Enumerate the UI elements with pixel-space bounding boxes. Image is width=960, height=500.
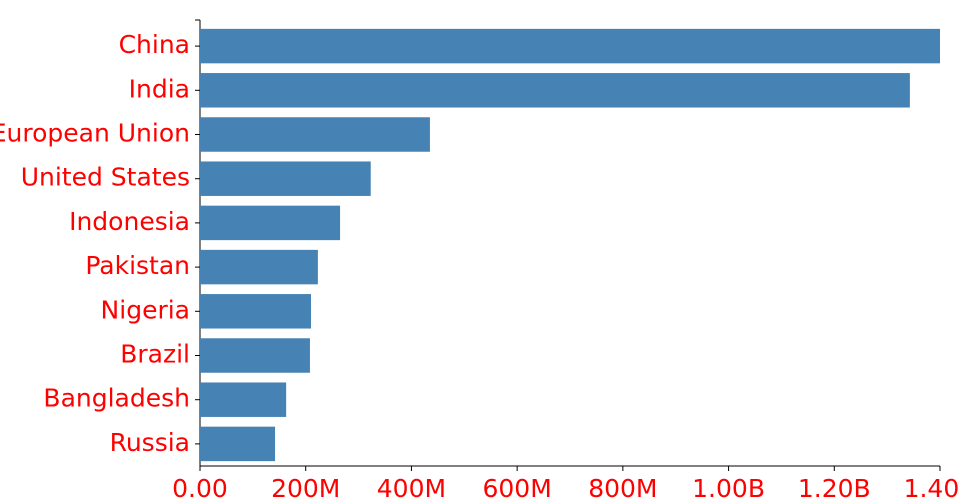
y-tick-label: China (119, 30, 190, 59)
y-tick-label: United States (21, 163, 190, 192)
y-tick-label: Russia (110, 428, 190, 457)
bar (200, 249, 318, 285)
bar (200, 338, 310, 373)
x-tick-label: 1.00B (692, 474, 765, 500)
bar (200, 426, 276, 462)
bar (200, 294, 311, 329)
x-tick-label: 1.20B (798, 474, 871, 500)
y-tick-label: Pakistan (85, 251, 190, 280)
y-tick-label: Brazil (120, 340, 190, 369)
x-tick-label: 600M (482, 474, 551, 500)
x-tick-label: 0.00 (172, 474, 228, 500)
x-tick-label: 400M (377, 474, 446, 500)
bar (200, 28, 940, 64)
x-tick-label: 800M (588, 474, 657, 500)
bar (200, 73, 910, 108)
y-tick-label: European Union (0, 119, 190, 148)
bar (200, 205, 341, 241)
bar (200, 161, 371, 196)
bar (200, 117, 430, 152)
x-tick-label: 1.40B (904, 474, 960, 500)
x-tick-label: 200M (271, 474, 340, 500)
y-tick-label: Bangladesh (43, 384, 190, 413)
y-tick-label: Indonesia (69, 207, 190, 236)
bar (200, 382, 287, 417)
y-tick-label: India (129, 74, 190, 103)
y-tick-label: Nigeria (101, 295, 190, 324)
